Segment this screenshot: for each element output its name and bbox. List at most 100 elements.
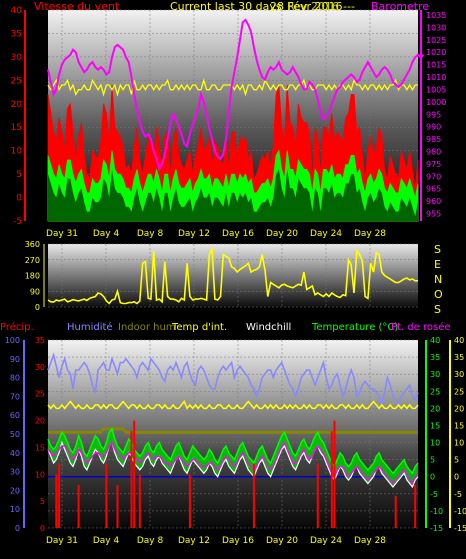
tick-label: 15 (430, 421, 440, 430)
tick-label: 40 (454, 336, 464, 345)
tick-label: 1000 (426, 98, 446, 107)
tick-label: -15 (430, 524, 443, 533)
tick-label: Day 16 (222, 229, 254, 239)
tick-label: Day 8 (137, 536, 164, 546)
indoor-humidity-series (48, 427, 418, 434)
precip-bar (130, 431, 133, 528)
wind-panel-marks (47, 18, 425, 222)
tick-label: Day 28 (354, 229, 386, 239)
tick-label: 15 (11, 123, 22, 133)
legend-temp-int: Temp d'int. (171, 322, 227, 333)
tick-label: -15 (454, 524, 466, 533)
tick-label: 90 (10, 355, 20, 364)
tick-label: 40 (11, 6, 23, 16)
precip-bar (316, 463, 319, 528)
tick-label: Day 20 (266, 229, 298, 239)
temperature-series (47, 427, 419, 475)
tick-label: -5 (454, 490, 462, 499)
tick-label: 10 (430, 439, 440, 448)
tick-label: 35 (11, 29, 22, 39)
tick-label: 20 (35, 417, 45, 426)
tick-label: Day 20 (266, 536, 298, 546)
tick-label: 70 (10, 392, 20, 401)
precip-bar (394, 495, 397, 528)
temp-panel-marks (47, 352, 419, 528)
date-label: 28 Févr 2016 (270, 0, 343, 13)
legend-dew-point: Pt. de rosée (391, 321, 451, 333)
tick-label: 25 (430, 387, 440, 396)
precip-bar (133, 420, 136, 528)
precip-bar (188, 474, 191, 528)
tick-label: Day 16 (222, 536, 254, 546)
tick-label: 40 (10, 449, 20, 458)
tick-label: 1030 (426, 23, 446, 32)
tick-label: 20 (10, 486, 20, 495)
tick-label: 270 (25, 256, 40, 265)
direction-letter-s-bottom: S (434, 303, 441, 316)
tick-label: 35 (35, 336, 45, 345)
tick-label: 35 (430, 353, 440, 362)
direction-letter-o: O (434, 288, 443, 301)
direction-reference-line (47, 78, 418, 97)
tick-label: 1020 (426, 48, 446, 57)
tick-label: 90 (30, 287, 40, 296)
tick-label: 25 (454, 387, 464, 396)
tick-label: Day 12 (178, 229, 210, 239)
tick-label: 0 (15, 524, 20, 533)
tick-label: Day 24 (310, 536, 342, 546)
tick-label: 40 (430, 336, 440, 345)
precip-bar (58, 463, 61, 528)
current-last-30-days-label: Current last 30 days (170, 0, 282, 13)
axes-group: -505101520253035409559609659709759809859… (5, 6, 466, 546)
tick-label: 990 (426, 123, 441, 132)
tick-label: Day 24 (310, 229, 342, 239)
tick-label: 80 (10, 374, 20, 383)
tick-label: Day 31 (46, 536, 78, 546)
tick-label: 1005 (426, 85, 446, 94)
tick-label: 0 (35, 303, 40, 312)
tick-label: 20 (11, 100, 23, 110)
wind-speed-axis-title: Vitesse du vent (34, 0, 120, 13)
tick-label: 10 (10, 505, 20, 514)
precip-bar (105, 463, 108, 528)
direction-panel-marks (47, 246, 418, 305)
direction-letter-e: E (434, 258, 441, 271)
direction-letter-n: N (434, 273, 442, 286)
precip-bar (138, 474, 141, 528)
tick-label: 980 (426, 147, 441, 156)
legend-temperature: Temperature (°C) (311, 322, 398, 333)
indoor-temp-series (47, 400, 419, 410)
tick-label: 955 (426, 210, 441, 219)
tick-label: Day 28 (354, 536, 386, 546)
tick-label: 1035 (426, 11, 446, 20)
tick-label: 30 (454, 370, 464, 379)
tick-label: 970 (426, 172, 441, 181)
tick-label: 15 (454, 421, 464, 430)
tick-label: 50 (10, 430, 20, 439)
tick-label: 0 (430, 473, 435, 482)
tick-label: 995 (426, 110, 441, 119)
tick-label: -10 (430, 507, 443, 516)
legend-humidity: Humidité (67, 321, 113, 333)
tick-label: 1010 (426, 73, 446, 82)
tick-label: Day 4 (93, 229, 120, 239)
tick-label: 100 (5, 336, 20, 345)
tick-label: 5 (16, 170, 22, 180)
tick-label: 0 (454, 473, 459, 482)
tick-label: 0 (16, 194, 22, 204)
precip-bar (55, 474, 58, 528)
tick-label: 10 (454, 439, 464, 448)
direction-panel-grid (48, 243, 418, 308)
tick-label: 965 (426, 185, 441, 194)
tick-label: 960 (426, 197, 441, 206)
direction-letter-s-top: S (434, 243, 441, 256)
precip-bar (330, 431, 333, 528)
legend-windchill: Windchill (246, 322, 291, 333)
tick-label: 975 (426, 160, 441, 169)
tick-label: 5 (40, 497, 45, 506)
header-dashes: --- (343, 0, 355, 13)
tick-label: Day 4 (93, 536, 120, 546)
tick-label: Day 31 (46, 229, 78, 239)
tick-label: 30 (11, 53, 23, 63)
